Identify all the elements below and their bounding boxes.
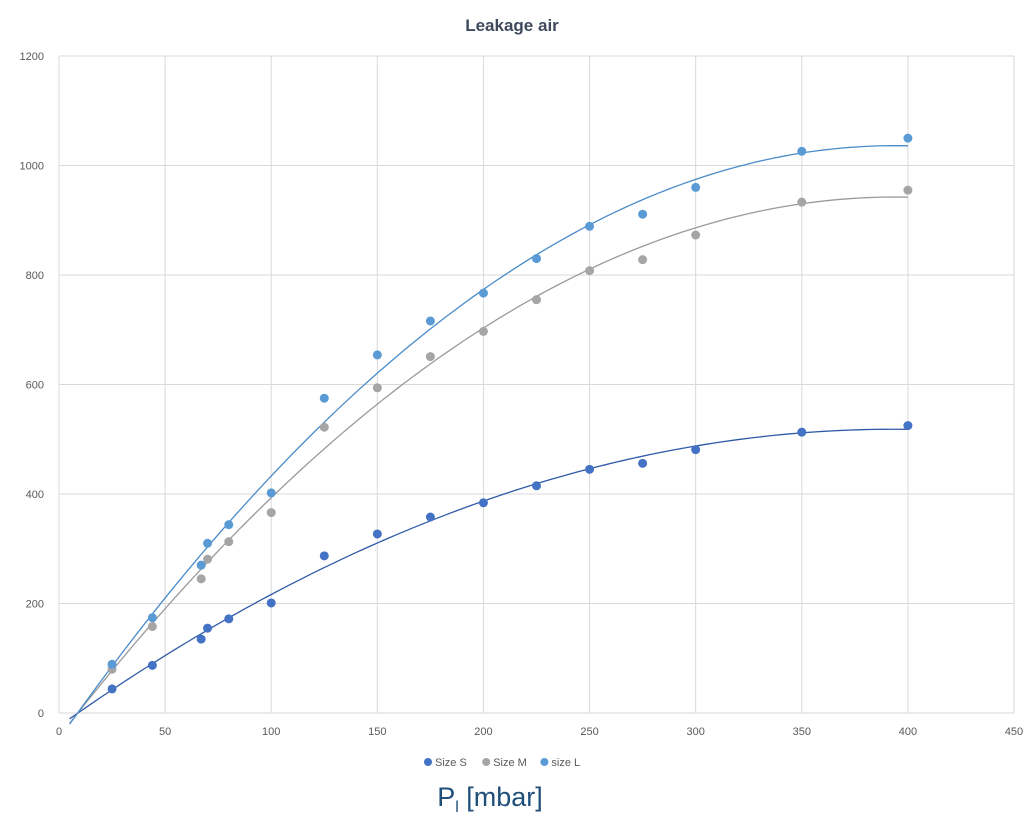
data-point xyxy=(266,488,276,498)
data-point xyxy=(196,574,206,584)
x-tick-label: 250 xyxy=(580,726,598,738)
data-point xyxy=(691,445,701,455)
data-point xyxy=(478,326,488,336)
data-point xyxy=(797,146,807,156)
chart-title: Leakage air xyxy=(465,16,559,35)
x-axis-label: Pl [mbar] xyxy=(437,782,543,816)
data-point xyxy=(107,684,117,694)
y-tick-label: 800 xyxy=(26,270,44,282)
data-point xyxy=(203,554,213,564)
x-tick-label: 100 xyxy=(262,726,280,738)
data-point xyxy=(532,254,541,264)
y-tick-label: 0 xyxy=(38,708,44,720)
series-size-l xyxy=(107,133,913,669)
y-tick-label: 1200 xyxy=(20,51,44,63)
data-point xyxy=(425,316,435,326)
data-point xyxy=(478,288,488,298)
data-point xyxy=(691,182,701,192)
legend-marker xyxy=(482,758,491,766)
data-point xyxy=(147,621,157,631)
data-point xyxy=(319,393,329,403)
legend-marker xyxy=(424,758,432,766)
data-point xyxy=(425,352,435,362)
x-tick-label: 350 xyxy=(793,726,811,738)
data-point xyxy=(224,520,234,530)
legend: Size S Size M size L xyxy=(424,757,580,769)
data-point xyxy=(638,255,648,265)
x-axis-label-main: P xyxy=(437,782,455,812)
data-point xyxy=(224,537,234,547)
data-point xyxy=(266,598,276,608)
x-axis-label-subscript: l xyxy=(455,799,459,816)
legend-label: size L xyxy=(551,757,580,769)
x-tick-label: 0 xyxy=(56,726,62,738)
data-point xyxy=(147,613,157,623)
data-point xyxy=(585,464,595,474)
data-point xyxy=(203,538,213,548)
x-tick-label: 300 xyxy=(686,726,704,738)
trendline-size-m xyxy=(69,196,908,724)
data-point xyxy=(903,133,913,143)
data-points xyxy=(107,133,913,694)
data-point xyxy=(372,383,382,393)
gridlines xyxy=(58,55,1015,714)
trendlines xyxy=(69,145,908,725)
data-point xyxy=(585,266,595,276)
data-point xyxy=(203,623,213,633)
data-point xyxy=(797,427,807,437)
y-tick-label: 600 xyxy=(26,380,44,392)
data-point xyxy=(319,422,329,432)
data-point xyxy=(196,634,206,644)
data-point xyxy=(107,659,117,669)
data-point xyxy=(903,421,913,431)
data-point xyxy=(147,660,157,670)
data-point xyxy=(372,350,382,360)
x-tick-label: 450 xyxy=(1005,726,1023,738)
series-size-m xyxy=(107,185,913,674)
axes: 0 50 100 150 200 250 300 350 400 450 0 200 400 600 800… xyxy=(20,51,1024,738)
data-point xyxy=(638,458,648,468)
data-point xyxy=(532,481,541,491)
data-point xyxy=(266,508,276,518)
data-point xyxy=(319,551,329,561)
data-point xyxy=(425,512,435,522)
x-tick-label: 400 xyxy=(899,726,917,738)
series-size-s xyxy=(107,421,913,694)
y-tick-label: 400 xyxy=(26,489,44,501)
x-tick-label: 50 xyxy=(159,726,171,738)
data-point xyxy=(691,230,701,240)
legend-label: Size M xyxy=(493,757,527,769)
legend-label: Size S xyxy=(435,757,467,769)
data-point xyxy=(196,560,206,570)
x-tick-label: 150 xyxy=(368,726,386,738)
y-tick-label: 200 xyxy=(26,599,44,611)
data-point xyxy=(478,498,488,508)
y-tick-label: 1000 xyxy=(20,161,44,173)
data-point xyxy=(585,221,595,231)
x-axis-label-unit: [mbar] xyxy=(459,782,543,812)
data-point xyxy=(372,529,382,539)
data-point xyxy=(532,295,541,305)
data-point xyxy=(224,614,234,624)
x-tick-label: 200 xyxy=(474,726,492,738)
data-point xyxy=(638,209,648,219)
data-point xyxy=(903,185,913,195)
data-point xyxy=(797,197,807,207)
trendline-size-s xyxy=(69,428,908,720)
legend-marker xyxy=(540,758,549,766)
